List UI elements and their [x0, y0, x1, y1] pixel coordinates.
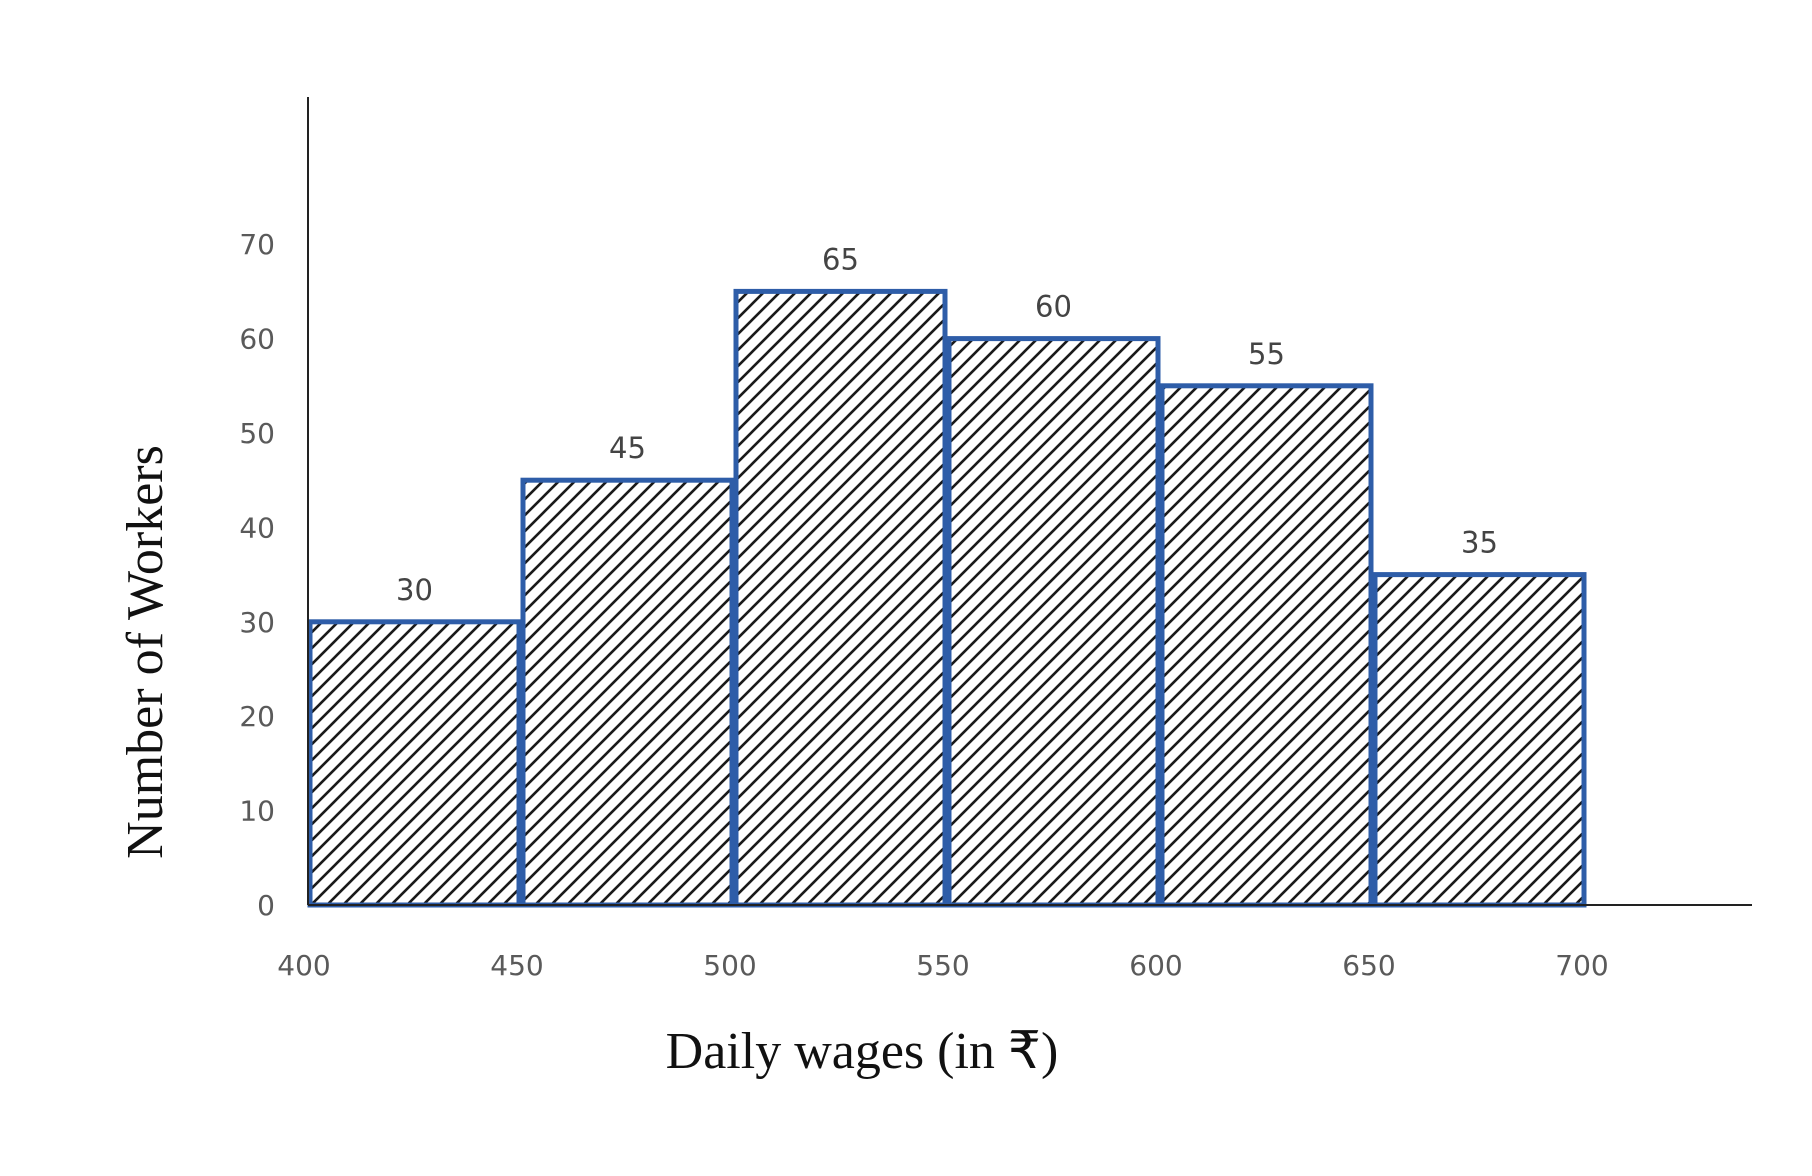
bar-500-550: [733, 288, 948, 908]
bar-400-450: [307, 619, 522, 908]
bar-600-650: [1159, 383, 1374, 908]
bar-650-700: [1372, 572, 1587, 908]
y-axis-title: Number of Workers: [117, 445, 174, 859]
y-tick-labels: 0 10 20 30 40 50 60 70: [239, 228, 275, 922]
bars-layer: [307, 288, 1587, 908]
data-label-400-450: 30: [396, 573, 433, 607]
data-label-600-650: 55: [1248, 337, 1285, 371]
y-tick-20: 20: [239, 700, 275, 733]
x-tick-400: 400: [277, 949, 330, 982]
x-tick-500: 500: [703, 949, 756, 982]
bar-550-600: [946, 336, 1161, 908]
x-tick-450: 450: [490, 949, 543, 982]
x-tick-700: 700: [1555, 949, 1608, 982]
data-label-650-700: 35: [1461, 526, 1498, 560]
y-tick-10: 10: [239, 795, 275, 828]
y-tick-0: 0: [257, 889, 275, 922]
y-tick-40: 40: [239, 511, 275, 544]
y-tick-30: 30: [239, 606, 275, 639]
data-label-450-500: 45: [609, 431, 646, 465]
x-tick-650: 650: [1342, 949, 1395, 982]
y-tick-50: 50: [239, 417, 275, 450]
y-tick-70: 70: [239, 228, 275, 261]
x-tick-600: 600: [1129, 949, 1182, 982]
axes-layer: [307, 97, 1752, 906]
x-axis-title: Daily wages (in ₹): [666, 1023, 1059, 1080]
data-label-550-600: 60: [1035, 290, 1072, 324]
y-tick-60: 60: [239, 323, 275, 356]
x-tick-labels: 400 450 500 550 600 650 700: [277, 949, 1608, 982]
data-label-500-550: 65: [822, 242, 859, 276]
data-labels: 30 45 65 60 55 35: [396, 242, 1498, 606]
x-tick-550: 550: [916, 949, 969, 982]
bar-450-500: [520, 477, 735, 908]
